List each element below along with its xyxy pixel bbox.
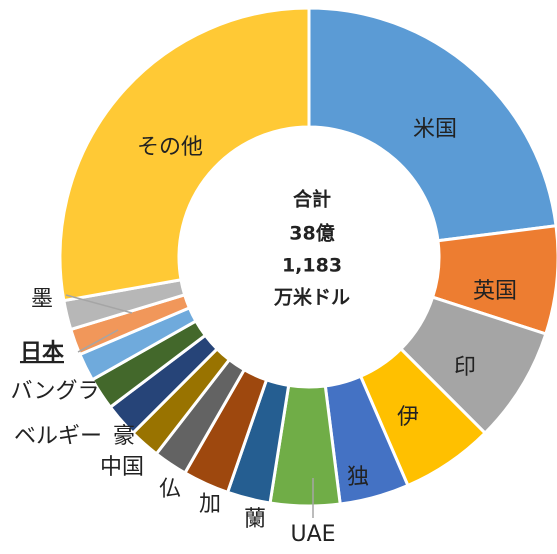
segment-label: 蘭 <box>244 507 266 532</box>
leader-line <box>65 294 133 314</box>
center-line: 万米ドル <box>273 286 350 309</box>
donut-segment <box>58 6 311 303</box>
leader-line <box>77 329 119 353</box>
segment-label: 印 <box>454 355 476 380</box>
segment-label: ベルギー <box>14 424 102 449</box>
center-line: 38億 <box>289 222 334 245</box>
donut-segment <box>307 6 557 243</box>
segment-label: 米国 <box>413 117 457 142</box>
segment-label: 独 <box>347 465 369 490</box>
segment-label: 伊 <box>397 405 419 430</box>
segment-label: UAE <box>290 522 335 547</box>
center-line: 1,183 <box>282 255 342 277</box>
segment-label: 加 <box>199 492 221 517</box>
center-line: 合計 <box>293 188 331 211</box>
segment-label: その他 <box>137 135 203 160</box>
segment-label: 日本 <box>20 340 64 365</box>
segment-label: 豪 <box>113 424 135 449</box>
segment-label: 中国 <box>100 455 144 480</box>
segment-label: 仏 <box>159 477 181 502</box>
center-label: 合計 38億 1,183 万米ドル <box>273 188 350 309</box>
segment-label: 墨 <box>31 287 53 312</box>
segment-label: 英国 <box>473 279 517 304</box>
segment-label: バングラ <box>10 379 99 404</box>
